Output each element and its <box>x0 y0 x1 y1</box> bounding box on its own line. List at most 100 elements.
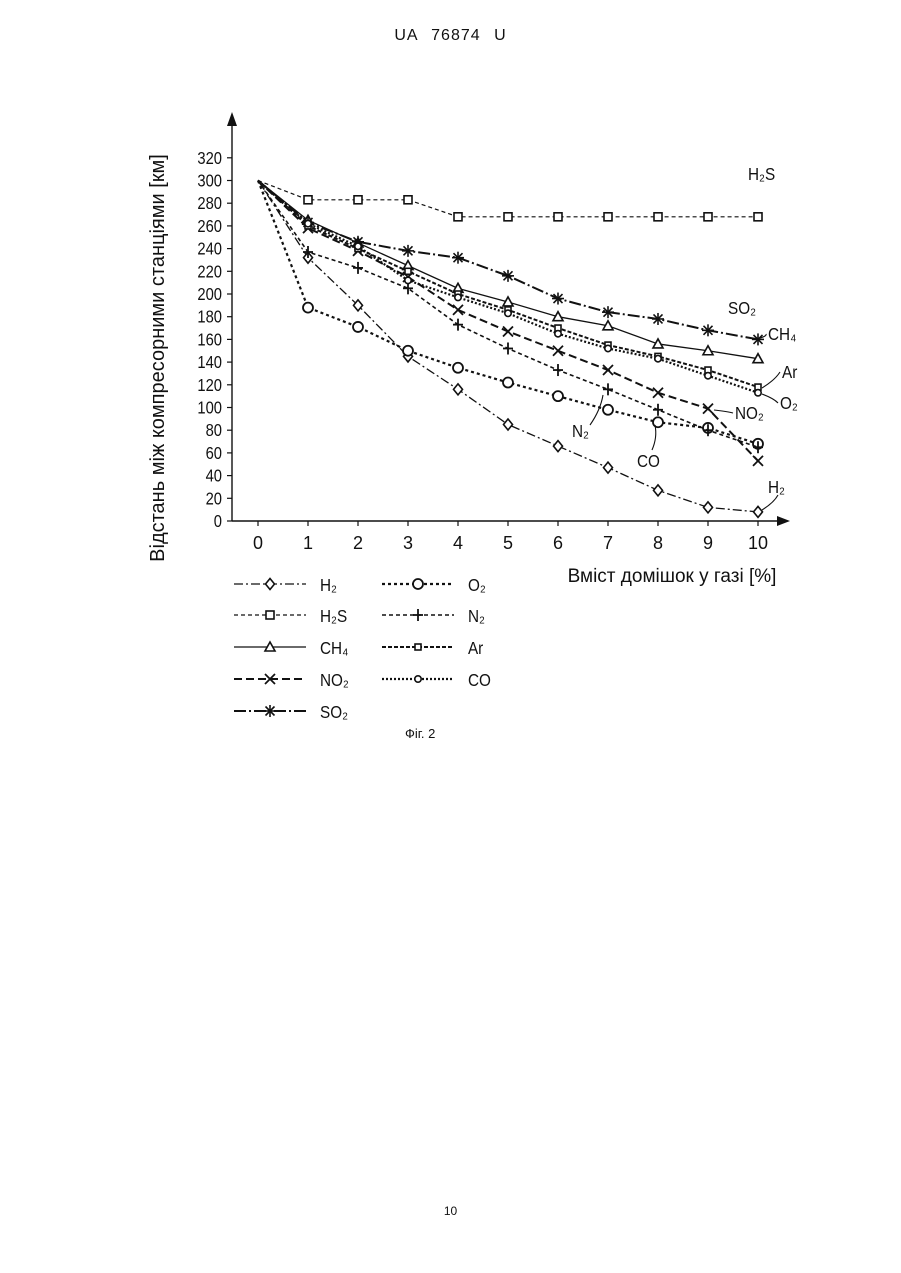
series-5-point <box>353 322 363 332</box>
series-4-point <box>652 313 664 325</box>
series-3-point <box>603 365 613 375</box>
series-0-point <box>754 506 763 517</box>
y-axis-arrow <box>227 112 237 126</box>
series-5-point <box>553 391 563 401</box>
series-0-point <box>654 485 663 496</box>
series-8-point <box>605 345 611 351</box>
callout-label: CH₄ <box>768 324 796 344</box>
y-tick-label: 140 <box>197 353 222 373</box>
legend-label: H₂S <box>320 606 347 626</box>
figure-caption: Фіг. 2 <box>405 726 435 741</box>
legend-label: CO <box>468 670 491 690</box>
legend-swatch-marker <box>266 579 275 590</box>
series-6-point <box>453 319 463 331</box>
series-5-point <box>503 378 513 388</box>
series-6-point <box>653 404 663 416</box>
y-tick-label: 160 <box>197 330 222 350</box>
x-tick-label: 1 <box>303 533 313 553</box>
callout-label: NO₂ <box>735 403 764 423</box>
series-8-point <box>305 220 311 226</box>
legend-item: NO₂ <box>234 670 349 690</box>
legend-swatch-marker <box>413 609 423 621</box>
legend-label: O₂ <box>468 575 486 595</box>
legend-item: H₂ <box>234 575 337 595</box>
y-tick-label: 40 <box>206 466 222 486</box>
series-4-point <box>602 306 614 318</box>
series-1-point <box>504 213 512 221</box>
callout-leader <box>762 394 778 403</box>
x-tick-label: 5 <box>503 533 513 553</box>
series-5-point <box>603 405 613 415</box>
series-1-point <box>454 213 462 221</box>
legend-item: H₂S <box>234 606 347 626</box>
series-8-point <box>755 390 761 396</box>
series-3-point <box>503 326 513 336</box>
series-3-point <box>553 346 563 356</box>
legend-label: SO₂ <box>320 702 348 722</box>
x-tick-label: 6 <box>553 533 563 553</box>
series-4-point <box>402 245 414 257</box>
series-3-point <box>753 456 763 466</box>
y-tick-label: 300 <box>197 171 222 191</box>
y-tick-label: 20 <box>206 489 222 509</box>
series-1-point <box>604 213 612 221</box>
y-tick-label: 80 <box>206 421 222 441</box>
x-tick-label: 10 <box>748 533 768 553</box>
legend-item: N₂ <box>382 606 485 626</box>
y-tick-label: 220 <box>197 262 222 282</box>
y-axis-label: Відстань між компресорними станціями [км… <box>147 154 169 562</box>
callout-label: O₂ <box>780 393 798 413</box>
legend-item: SO₂ <box>234 702 348 722</box>
callout-leader <box>652 425 656 450</box>
series-5-point <box>653 417 663 427</box>
y-tick-label: 280 <box>197 194 222 214</box>
x-tick-label: 0 <box>253 533 263 553</box>
callout-label: CO <box>637 451 660 471</box>
series-1-point <box>304 196 312 204</box>
series-8-point <box>655 355 661 361</box>
series-8-point <box>505 310 511 316</box>
x-tick-label: 8 <box>653 533 663 553</box>
series-4-point <box>552 293 564 305</box>
legend-item: Ar <box>382 638 484 658</box>
series-6-point <box>353 262 363 274</box>
series-0-point <box>604 462 613 473</box>
series-3-point <box>653 388 663 398</box>
series-0-point <box>504 419 513 430</box>
series-7-line <box>258 181 758 388</box>
callout-leader <box>762 372 780 388</box>
series-1-line <box>258 181 758 217</box>
series-1-point <box>554 213 562 221</box>
series-3-point <box>453 305 463 315</box>
legend-swatch-marker <box>264 705 276 717</box>
callout-label: Ar <box>782 362 798 382</box>
series-1-point <box>354 196 362 204</box>
callout-leader <box>590 395 603 425</box>
y-tick-label: 240 <box>197 239 222 259</box>
legend-swatch-marker <box>415 676 421 682</box>
series-8-point <box>455 294 461 300</box>
y-tick-label: 0 <box>214 512 222 532</box>
series-8-point <box>355 243 361 249</box>
series-6-point <box>553 364 563 376</box>
callout-label: N₂ <box>572 421 589 441</box>
series-4-point <box>502 270 514 282</box>
series-8-point <box>555 331 561 337</box>
x-tick-label: 9 <box>703 533 713 553</box>
series-6-point <box>603 383 613 395</box>
series-1-point <box>704 213 712 221</box>
series-0-point <box>454 384 463 395</box>
legend-swatch-marker <box>415 644 421 650</box>
legend-label: Ar <box>468 638 484 658</box>
x-tick-label: 7 <box>603 533 613 553</box>
series-0-point <box>704 502 713 513</box>
series-3-point <box>703 404 713 414</box>
series-8-point <box>705 373 711 379</box>
legend-swatch-marker <box>266 611 274 619</box>
series-4-point <box>452 252 464 264</box>
legend-item: CO <box>382 670 491 690</box>
x-axis-label: Вміст домішок у газі [%] <box>568 566 777 587</box>
series-5-point <box>403 346 413 356</box>
x-tick-label: 2 <box>353 533 363 553</box>
series-4-point <box>752 333 764 345</box>
